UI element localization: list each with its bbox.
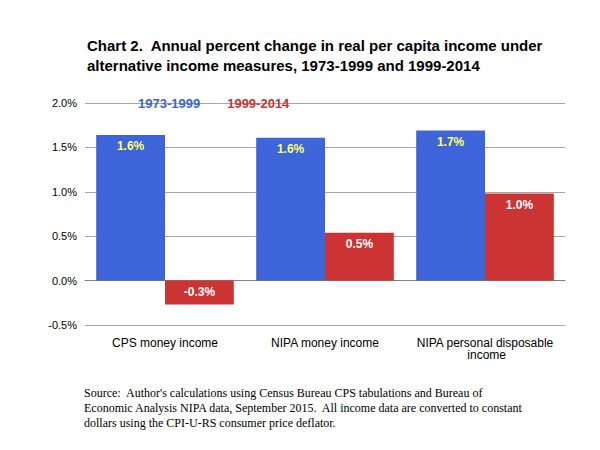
svg-text:income: income (464, 348, 506, 362)
svg-text:1.6%: 1.6% (117, 139, 145, 153)
svg-text:1973-1999: 1973-1999 (138, 96, 200, 111)
svg-text:1.6%: 1.6% (277, 142, 305, 156)
svg-text:2.0%: 2.0% (52, 97, 77, 109)
svg-text:1.0%: 1.0% (52, 186, 77, 198)
svg-text:dollars using the CPI-U-RS con: dollars using the CPI-U-RS consumer pric… (84, 416, 336, 430)
svg-text:CPS money income: CPS money income (112, 336, 218, 350)
svg-text:1.0%: 1.0% (506, 198, 534, 212)
svg-text:Chart 2. Annual percent chang: Chart 2. Annual percent change in real p… (87, 37, 543, 54)
svg-text:-0.3%: -0.3% (184, 285, 216, 299)
svg-text:1.7%: 1.7% (437, 135, 465, 149)
svg-text:NIPA personal disposable: NIPA personal disposable (416, 336, 554, 350)
svg-text:0.0%: 0.0% (52, 275, 77, 287)
svg-text:1.5%: 1.5% (52, 141, 77, 153)
svg-text:Source: Author's calculations: Source: Author's calculations using Cens… (84, 386, 485, 400)
svg-text:0.5%: 0.5% (346, 237, 374, 251)
svg-text:0.5%: 0.5% (52, 230, 77, 242)
svg-text:NIPA money income: NIPA money income (271, 336, 379, 350)
svg-text:-0.5%: -0.5% (48, 319, 77, 331)
svg-text:alternative income measures, 1: alternative income measures, 1973-1999 a… (87, 57, 480, 74)
svg-text:1999-2014: 1999-2014 (227, 96, 290, 111)
svg-text:Economic Analysis NIPA data, S: Economic Analysis NIPA data, September 2… (84, 401, 525, 415)
